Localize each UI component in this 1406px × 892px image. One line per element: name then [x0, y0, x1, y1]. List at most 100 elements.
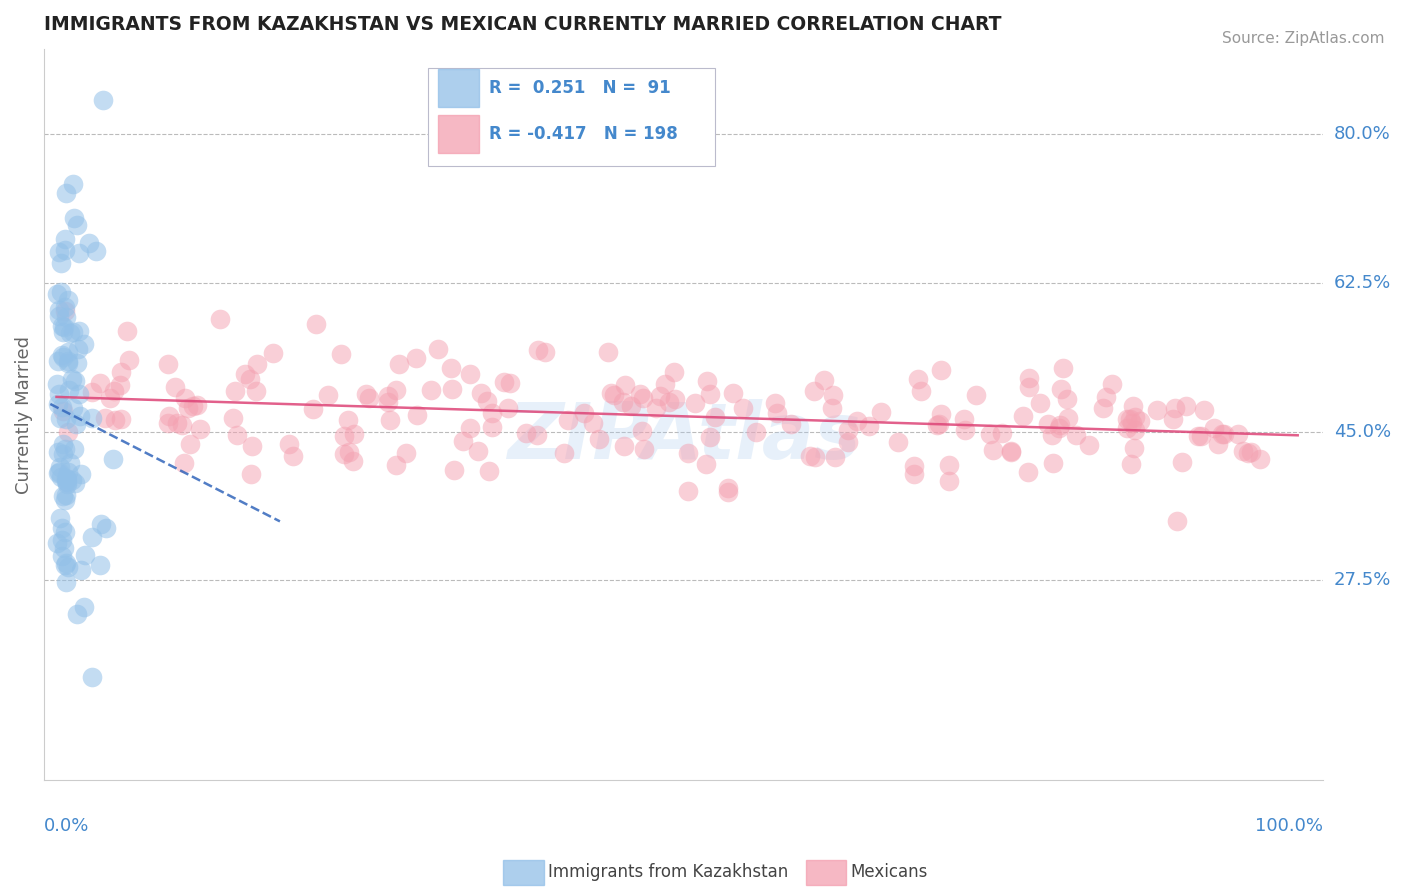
Point: [1129, 414, 1152, 428]
Point: [173, 456, 195, 470]
Point: [240, 439, 263, 453]
Point: [803, 384, 825, 398]
Point: [582, 417, 605, 431]
Point: [55, 310, 77, 325]
Point: [224, 384, 246, 398]
Point: [378, 413, 401, 427]
Point: [1146, 403, 1168, 417]
Point: [650, 389, 672, 403]
Point: [62, 401, 84, 416]
Point: [69, 467, 91, 482]
Point: [53, 303, 76, 318]
Point: [628, 387, 651, 401]
Point: [1018, 380, 1040, 394]
Point: [56, 353, 79, 368]
Point: [745, 425, 768, 439]
Point: [377, 389, 399, 403]
Point: [56, 356, 79, 370]
Point: [73, 599, 96, 614]
Point: [603, 388, 626, 402]
Point: [1122, 399, 1144, 413]
Point: [77, 235, 100, 250]
Point: [62, 473, 84, 487]
Point: [1095, 390, 1118, 404]
Point: [80, 411, 103, 425]
Point: [813, 373, 835, 387]
Point: [80, 384, 103, 399]
Point: [69, 409, 91, 423]
Point: [588, 432, 610, 446]
Point: [443, 463, 465, 477]
Point: [676, 484, 699, 499]
Point: [903, 459, 925, 474]
Point: [190, 422, 212, 436]
Point: [717, 484, 740, 499]
Point: [58, 466, 80, 480]
Y-axis label: Currently Married: Currently Married: [15, 335, 32, 494]
Text: R = -0.417   N = 198: R = -0.417 N = 198: [489, 125, 678, 143]
Point: [557, 413, 579, 427]
Point: [527, 343, 550, 358]
Point: [804, 450, 827, 465]
Point: [1232, 443, 1254, 458]
Point: [156, 357, 179, 371]
Point: [467, 443, 489, 458]
Point: [67, 324, 90, 338]
Point: [72, 337, 94, 351]
Point: [226, 428, 249, 442]
Point: [51, 533, 73, 548]
Point: [600, 385, 623, 400]
Point: [931, 363, 953, 377]
Point: [631, 424, 654, 438]
Point: [65, 375, 87, 389]
Point: [723, 385, 745, 400]
Point: [45, 536, 67, 550]
Point: [515, 425, 537, 440]
Point: [65, 417, 87, 431]
Point: [1206, 437, 1229, 451]
Point: [93, 410, 115, 425]
Point: [420, 383, 443, 397]
Point: [927, 418, 949, 433]
Point: [731, 401, 754, 415]
Text: 0.0%: 0.0%: [44, 816, 90, 835]
Point: [685, 396, 707, 410]
Point: [222, 411, 245, 425]
Point: [478, 465, 501, 479]
Point: [1164, 401, 1187, 416]
Point: [118, 353, 141, 368]
Point: [55, 574, 77, 589]
Point: [929, 407, 952, 421]
Point: [385, 458, 408, 472]
Point: [186, 398, 208, 412]
Point: [52, 436, 75, 450]
Point: [58, 384, 80, 398]
Text: 62.5%: 62.5%: [1334, 274, 1391, 292]
Point: [103, 451, 125, 466]
Point: [46, 466, 69, 480]
Point: [1040, 427, 1063, 442]
Text: Mexicans: Mexicans: [851, 863, 928, 881]
Point: [53, 558, 76, 572]
Point: [1049, 421, 1071, 435]
Point: [1119, 458, 1142, 472]
Point: [73, 548, 96, 562]
Point: [177, 401, 200, 415]
Point: [631, 391, 654, 405]
Point: [1049, 418, 1071, 433]
Point: [699, 387, 721, 401]
Point: [824, 450, 846, 464]
Point: [48, 245, 70, 260]
Point: [1052, 360, 1074, 375]
Point: [305, 317, 328, 331]
Point: [49, 411, 72, 425]
Point: [1066, 428, 1088, 442]
Point: [1123, 409, 1146, 424]
Point: [55, 186, 77, 200]
Point: [426, 342, 449, 356]
Point: [55, 475, 77, 490]
Text: IMMIGRANTS FROM KAZAKHSTAN VS MEXICAN CURRENTLY MARRIED CORRELATION CHART: IMMIGRANTS FROM KAZAKHSTAN VS MEXICAN CU…: [44, 15, 1001, 34]
Point: [86, 244, 108, 258]
Point: [301, 402, 323, 417]
Point: [953, 411, 976, 425]
